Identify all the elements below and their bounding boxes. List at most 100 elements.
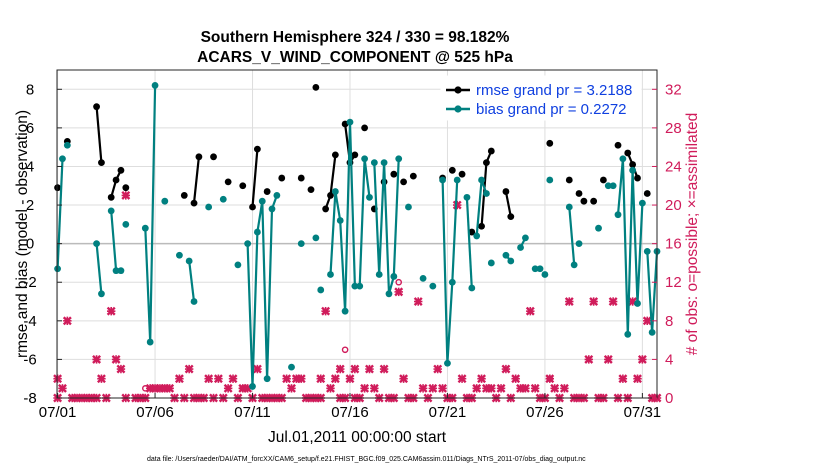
obs-assimilated-marker (174, 374, 184, 384)
obs-assimilated-marker (530, 383, 540, 393)
obs-assimilated-marker (550, 383, 560, 393)
bias-point (258, 197, 266, 205)
rmse-point (327, 192, 334, 199)
bias-point (604, 182, 612, 190)
bias-point (370, 159, 378, 167)
obs-assimilated-marker (111, 354, 121, 364)
bias-point (327, 271, 334, 278)
rmse-line-segment (251, 149, 259, 208)
rmse-point (190, 199, 198, 207)
obs-assimilated-marker (335, 364, 345, 374)
x-axis-label: Jul.01,2011 00:00:00 start (268, 429, 447, 446)
rmse-point (307, 186, 315, 194)
bias-point (546, 176, 554, 184)
data-layer (53, 82, 662, 403)
bias-point (185, 257, 193, 265)
rmse-point (180, 192, 188, 199)
rmse-point (487, 147, 495, 155)
legend-rmse-marker (454, 86, 462, 94)
bias-point (405, 203, 412, 211)
bias-line-segment (465, 197, 473, 289)
obs-assimilated-marker (204, 374, 214, 384)
obs-assimilated-marker (413, 297, 423, 306)
rmse-point (468, 228, 476, 236)
rmse-point (643, 190, 651, 197)
bias-point (244, 240, 252, 248)
obs-assimilated-marker (345, 374, 355, 384)
bias-line-segment (110, 210, 121, 272)
rmse-point (263, 188, 271, 195)
y-right-tick-label: 0 (665, 390, 673, 407)
obs-assimilated-marker (501, 364, 511, 374)
bias-point (205, 203, 213, 211)
rmse-point (624, 149, 632, 157)
bias-point (609, 182, 617, 190)
obs-assimilated-marker (121, 190, 131, 200)
obs-assimilated-marker (282, 374, 292, 384)
rmse-point (331, 151, 339, 159)
y-right-tick-label: 12 (665, 274, 682, 291)
bias-point (59, 155, 66, 163)
obs-assimilated-marker (96, 374, 106, 384)
bias-point (341, 307, 349, 315)
rmse-point (448, 166, 456, 174)
bias-point (507, 257, 515, 265)
obs-assimilated-marker (184, 364, 194, 374)
x-tick-label: 07/16 (331, 404, 369, 421)
bias-point (112, 267, 120, 275)
obs-assimilated-marker (633, 374, 642, 384)
rmse-point (599, 176, 607, 184)
bias-line-segment (188, 260, 196, 302)
bias-point (331, 188, 339, 195)
rmse-point (502, 188, 510, 195)
bias-point (361, 155, 369, 163)
rmse-point (361, 124, 369, 132)
bias-point (595, 224, 602, 232)
y-tick-label: 0 (26, 236, 34, 253)
y-tick-label: 6 (26, 120, 34, 137)
y-right-tick-label: 8 (665, 313, 673, 330)
x-tick-label: 07/01 (39, 404, 77, 421)
rmse-point (322, 205, 330, 213)
bias-point (638, 199, 646, 207)
bias-point (536, 265, 544, 273)
obs-assimilated-marker (433, 364, 443, 374)
bias-point (122, 220, 130, 228)
bias-point (253, 228, 261, 236)
obs-assimilated-marker (642, 316, 652, 326)
legend-rmse-label: rmse grand pr = 3.2188 (476, 82, 632, 99)
rmse-point (580, 197, 588, 205)
rmse-point (458, 170, 466, 178)
bias-point (146, 338, 154, 346)
obs-assimilated-marker (438, 383, 448, 393)
bias-point (151, 82, 159, 89)
obs-assimilated-marker (472, 383, 482, 393)
obs-assimilated-marker (213, 374, 223, 384)
obs-assimilated-marker (428, 383, 438, 393)
bias-point (63, 141, 71, 149)
obs-assimilated-marker (486, 383, 496, 393)
obs-possible-marker (341, 346, 349, 354)
bias-point (317, 286, 325, 294)
bias-point (643, 247, 651, 255)
bias-point (297, 240, 305, 248)
bias-point (522, 234, 529, 242)
bias-point (468, 284, 476, 292)
rmse-point (239, 182, 247, 190)
chart-title-line1: Southern Hemisphere 324 / 330 = 98.182% (201, 29, 510, 46)
bias-point (312, 234, 320, 242)
obs-assimilated-marker (477, 374, 487, 384)
bias-point (346, 118, 354, 126)
bias-line-segment (373, 158, 400, 295)
obs-assimilated-marker (228, 374, 238, 384)
x-tick-label: 07/11 (234, 404, 270, 421)
obs-assimilated-marker (496, 383, 506, 393)
rmse-point (107, 193, 115, 201)
chart-title-line2: ACARS_V_WIND_COMPONENT @ 525 hPa (197, 49, 513, 66)
y-right-tick-label: 32 (665, 81, 682, 98)
bias-point (419, 274, 427, 282)
bias-point (487, 259, 495, 267)
obs-assimilated-marker (252, 364, 262, 374)
obs-assimilated-marker (326, 383, 335, 393)
obs-assimilated-marker (365, 364, 374, 374)
